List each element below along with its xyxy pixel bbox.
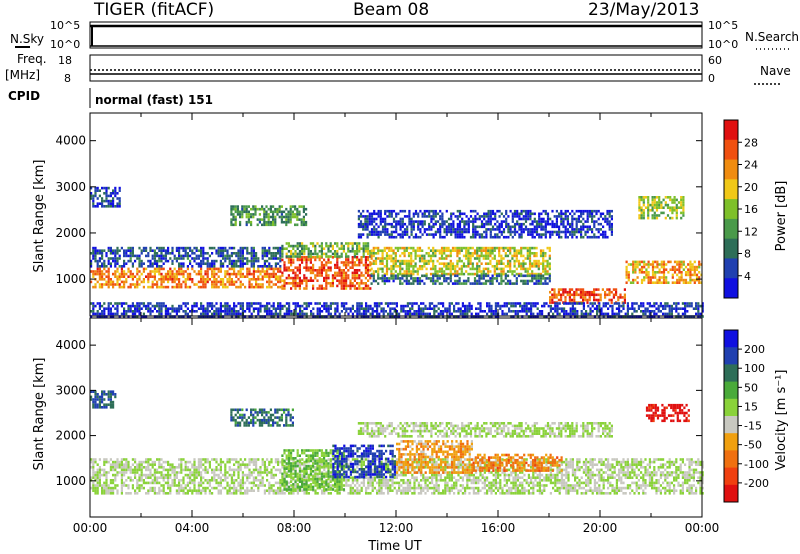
colorbar-tick-label: 8 [744, 248, 751, 261]
y-tick-label: 4000 [55, 338, 86, 352]
freq-tick-bottom: 8 [64, 72, 71, 85]
freq-strip [89, 54, 703, 82]
data-region [281, 242, 372, 258]
beam-title: Beam 08 [353, 0, 429, 20]
x-tick-label: 00:00 [73, 521, 108, 535]
colorbar-tick-label: 50 [744, 381, 758, 394]
colorbar-swatch [724, 199, 738, 220]
data-region [357, 209, 613, 239]
data-region [230, 205, 308, 227]
colorbar-swatch [724, 381, 738, 400]
colorbar-tick-label: 16 [744, 203, 758, 216]
colorbar-tick-label: -100 [744, 458, 769, 471]
data-region [645, 403, 690, 423]
nave-tick-bottom: 0 [708, 72, 715, 85]
data-region [90, 186, 121, 208]
colorbar-tick-label: 20 [744, 181, 758, 194]
data-region [357, 422, 613, 438]
data-region [370, 246, 551, 276]
colorbar-swatch [724, 416, 738, 434]
colorbar-swatch [724, 467, 738, 486]
x-tick-label: 20:00 [583, 521, 618, 535]
x-tick-label: 08:00 [277, 521, 312, 535]
nave-tick-top: 60 [708, 54, 722, 67]
colorbar-frame [723, 329, 739, 503]
data-region [396, 440, 473, 474]
velocity-colorbar-label: Velocity [m s⁻¹] [774, 370, 789, 471]
colorbar-swatch [724, 238, 738, 259]
data-region [638, 196, 685, 220]
colorbar-swatch [724, 278, 738, 299]
colorbar-tick-label: -200 [744, 477, 769, 490]
nsearch-label: N.Search [745, 30, 799, 44]
x-tick-label: 00:00 [685, 521, 720, 535]
x-tick-label: 04:00 [175, 521, 210, 535]
nsky-tick-bottom: 10^0 [50, 38, 80, 51]
colorbar-tick-label: 4 [744, 270, 751, 283]
data-region [90, 267, 282, 289]
colorbar-tick-label: -50 [744, 439, 762, 452]
y-tick-label: 1000 [55, 474, 86, 488]
power-panel: 1000 2000 3000 4000 [55, 112, 704, 318]
velocity-ylabel: Slant Range [km] [32, 358, 47, 471]
y-tick-label: 2000 [55, 429, 86, 443]
colorbar-swatch [724, 364, 738, 383]
cpid-label: CPID [8, 89, 40, 103]
colorbar-swatch [724, 120, 738, 141]
y-tick-label: 1000 [55, 272, 86, 286]
colorbar-swatch [724, 330, 738, 348]
velocity-panel: 1000 2000 3000 4000 00:00 04:00 08:00 12:00 16:0… [55, 317, 720, 535]
power-colorbar-label: Power [dB] [774, 181, 789, 252]
power-ylabel: Slant Range [km] [32, 160, 47, 273]
colorbar-swatch [724, 179, 738, 200]
colorbar-swatch [724, 347, 738, 365]
cpid-text: normal (fast) 151 [95, 93, 213, 107]
colorbar-tick-label: 100 [744, 362, 765, 375]
y-tick-label: 3000 [55, 180, 86, 194]
y-tick-label: 2000 [55, 226, 86, 240]
colorbar-swatch [724, 450, 738, 469]
colorbar-tick-label: 24 [744, 159, 758, 172]
nsky-strip [89, 21, 703, 49]
freq-label-1: Freq. [17, 52, 47, 66]
data-region [90, 246, 282, 268]
data-region [472, 453, 563, 472]
xaxis-label: Time UT [367, 539, 421, 554]
freq-tick-top: 18 [58, 54, 72, 67]
x-tick-label: 16:00 [481, 521, 516, 535]
y-tick-label: 3000 [55, 383, 86, 397]
y-tick-label: 4000 [55, 134, 86, 148]
velocity-colorbar: 200 100 50 15 -15 -50 -100 -200 [723, 329, 769, 503]
data-region [281, 256, 372, 290]
power-colorbar: 4 8 12 16 20 24 28 [723, 119, 758, 299]
data-region [332, 444, 396, 479]
nsearch-tick-top: 10^5 [708, 19, 738, 32]
nsky-tick-top: 10^5 [50, 19, 80, 32]
nsearch-tick-bottom: 10^0 [708, 38, 738, 51]
date-title: 23/May/2013 [588, 0, 700, 20]
colorbar-tick-label: 28 [744, 136, 758, 149]
colorbar-tick-label: 12 [744, 225, 758, 238]
station-title: TIGER (fitACF) [93, 0, 214, 20]
colorbar-tick-label: 200 [744, 343, 765, 356]
colorbar-swatch [724, 159, 738, 180]
colorbar-swatch [724, 484, 738, 503]
x-tick-label: 12:00 [379, 521, 414, 535]
colorbar-swatch [724, 433, 738, 451]
colorbar-tick-label: -15 [744, 420, 762, 433]
colorbar-swatch [724, 218, 738, 240]
colorbar-swatch [724, 258, 738, 279]
data-region [370, 274, 551, 285]
freq-label-2: [MHz] [5, 68, 40, 82]
colorbar-swatch [724, 398, 738, 417]
nave-label: Nave [760, 64, 791, 78]
nsky-label: N.Sky [10, 32, 44, 46]
data-region [230, 408, 294, 427]
data-region [90, 390, 117, 409]
data-region [625, 260, 703, 284]
colorbar-swatch [724, 139, 738, 161]
colorbar-tick-label: 15 [744, 400, 758, 413]
